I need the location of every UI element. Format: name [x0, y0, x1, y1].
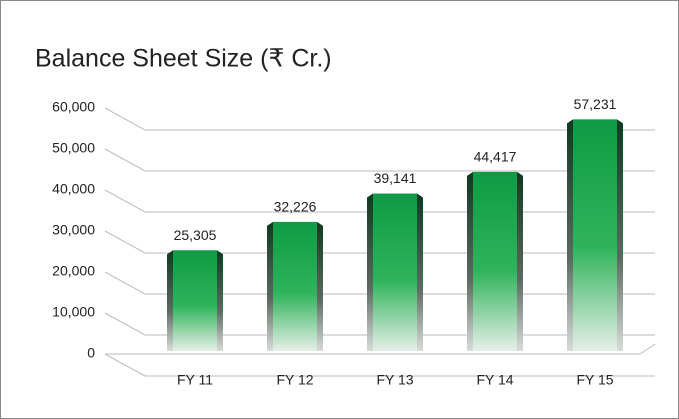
y-tick-label: 40,000 [52, 181, 95, 197]
value-label: 57,231 [574, 96, 617, 112]
grid-line [104, 353, 655, 377]
bar-side [217, 250, 223, 351]
bar-side [467, 171, 473, 351]
bar [373, 193, 417, 351]
bar [573, 119, 617, 351]
value-label: 25,305 [174, 227, 217, 243]
bar [473, 171, 517, 351]
bar [273, 221, 317, 351]
value-label: 39,141 [374, 170, 417, 186]
bar-side [417, 193, 423, 351]
bar-side [617, 119, 623, 351]
y-tick-label: 0 [87, 345, 95, 361]
y-tick-label: 10,000 [52, 304, 95, 320]
y-tick-label: 30,000 [52, 222, 95, 238]
x-tick-label: FY 11 [177, 372, 213, 388]
bar-side [517, 171, 523, 351]
bar-side [167, 250, 173, 351]
grid-line [104, 107, 655, 131]
bar-side [367, 193, 373, 351]
y-tick-label: 60,000 [52, 99, 95, 115]
chart-title: Balance Sheet Size (₹ Cr.) [35, 45, 332, 73]
x-tick-label: FY 15 [576, 372, 613, 388]
bar-side [317, 221, 323, 351]
bar [173, 250, 217, 351]
value-label: 44,417 [474, 149, 517, 165]
bar-side [567, 119, 573, 351]
x-tick-label: FY 13 [376, 372, 413, 388]
value-label: 32,226 [274, 199, 317, 215]
x-tick-label: FY 12 [276, 372, 313, 388]
y-tick-label: 20,000 [52, 263, 95, 279]
grid-line [104, 148, 655, 172]
floor-edge [639, 343, 656, 355]
bar-side [267, 221, 273, 351]
x-tick-label: FY 14 [476, 372, 513, 388]
y-tick-label: 50,000 [52, 140, 95, 156]
